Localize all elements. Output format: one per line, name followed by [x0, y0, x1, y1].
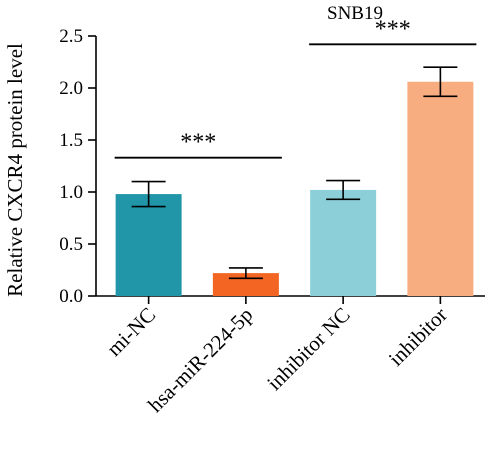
y-tick-label: 2.0 [59, 78, 83, 99]
significance-markers: *** *** [114, 16, 477, 159]
x-category-label: inhibitor [384, 303, 452, 371]
bar [310, 189, 377, 296]
y-axis: 0.0 0.5 1.0 1.5 2.0 2.5 [59, 26, 97, 307]
error-bars [131, 66, 458, 280]
x-category-label: inhibitor NC [262, 303, 354, 395]
bar [115, 194, 182, 296]
y-tick-label: 0.5 [59, 234, 83, 255]
y-tick-label: 0.0 [59, 286, 83, 307]
y-tick-label: 2.5 [59, 26, 83, 47]
bars [115, 81, 474, 296]
x-category-label: hsa-miR-224-5p [143, 303, 257, 417]
bar [407, 81, 474, 296]
x-category-label: mi-NC [102, 303, 160, 361]
x-axis [96, 295, 485, 304]
chart-title: SNB19 [327, 3, 383, 24]
y-tick-label: 1.0 [59, 182, 83, 203]
significance-label: *** [180, 130, 216, 156]
y-axis-label: Relative CXCR4 protein level [3, 43, 27, 297]
y-tick-label: 1.5 [59, 130, 83, 151]
significance-label: *** [375, 16, 411, 42]
